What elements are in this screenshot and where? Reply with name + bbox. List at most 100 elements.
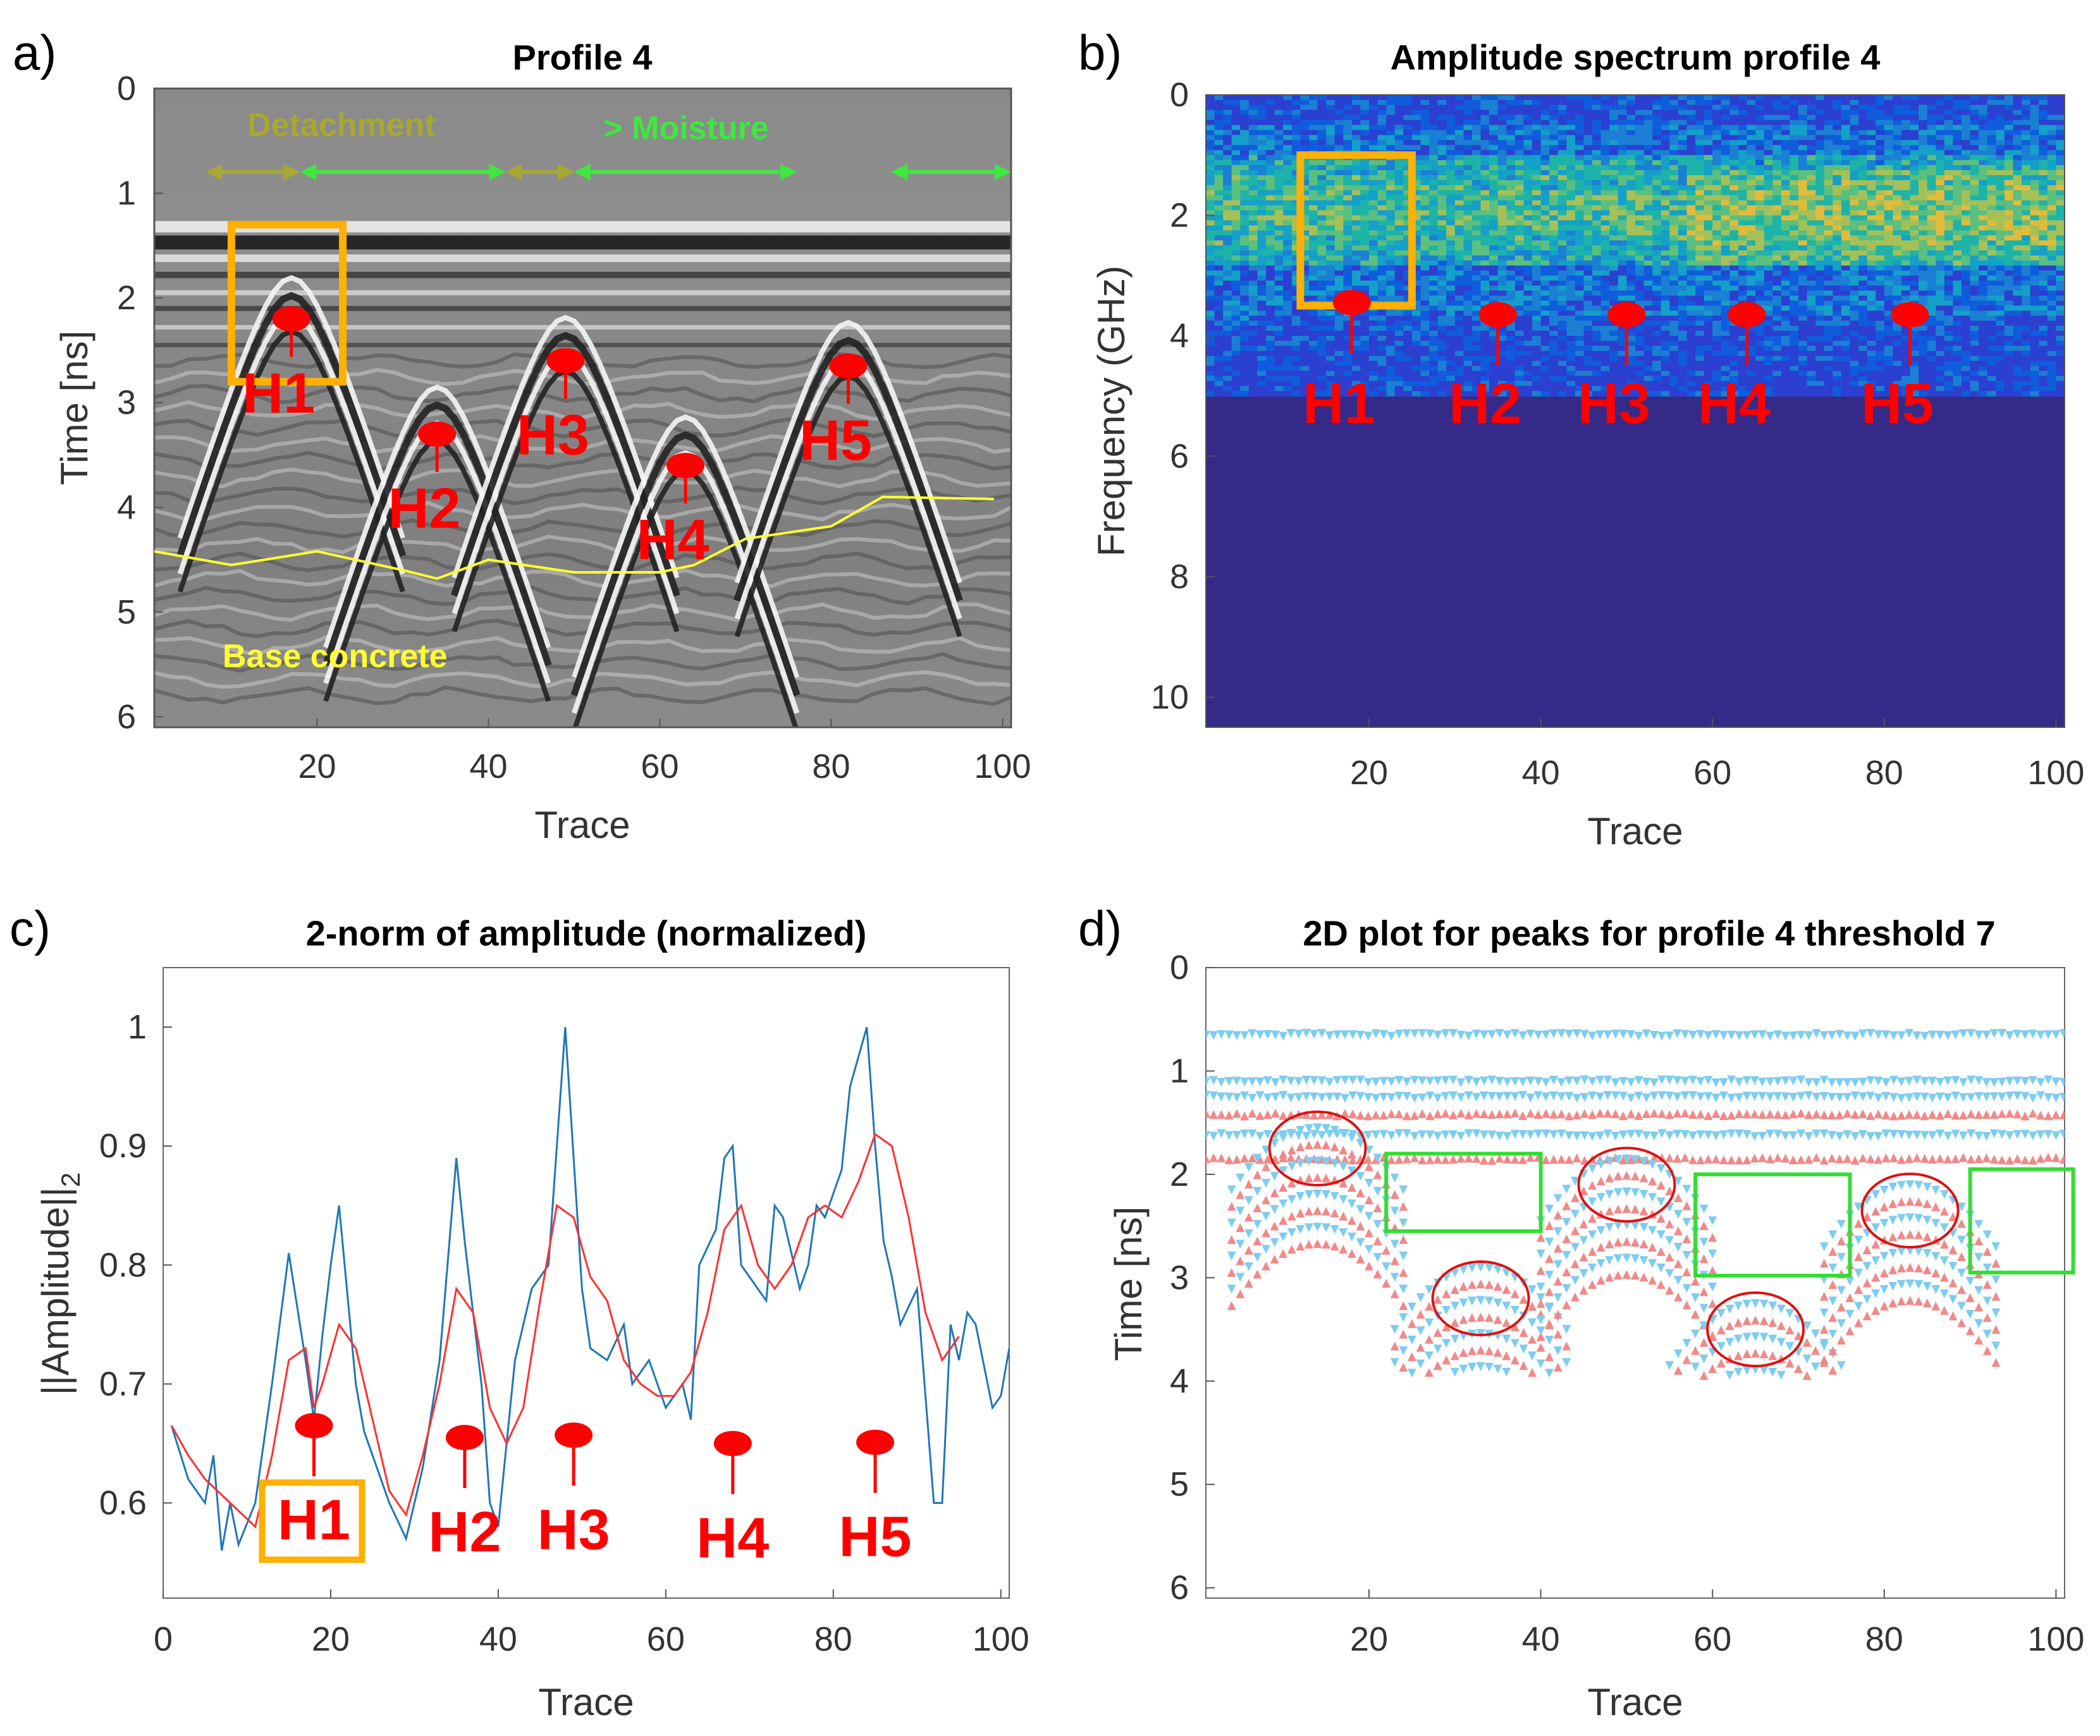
spectrum-cell xyxy=(1283,336,1293,342)
spectrum-cell xyxy=(1910,200,1919,206)
spectrum-cell xyxy=(1738,250,1748,256)
spectrum-cell xyxy=(1257,180,1267,186)
spectrum-cell xyxy=(1729,109,1739,116)
spectrum-cell xyxy=(1326,321,1336,326)
spectrum-cell xyxy=(2022,210,2031,216)
spectrum-cell xyxy=(1566,195,1576,201)
spectrum-cell xyxy=(1755,160,1765,166)
spectrum-cell xyxy=(1497,114,1507,121)
spectrum-cell xyxy=(1962,95,1971,101)
spectrum-cell xyxy=(1206,195,1215,201)
spectrum-cell xyxy=(1532,331,1542,336)
spectrum-cell xyxy=(1686,321,1696,326)
spectrum-cell xyxy=(1549,205,1559,211)
spectrum-cell xyxy=(1472,205,1482,211)
spectrum-cell xyxy=(2039,120,2048,126)
spectrum-cell xyxy=(1893,280,1902,286)
spectrum-cell xyxy=(1833,305,1842,311)
spectrum-cell xyxy=(1867,145,1877,151)
spectrum-cell xyxy=(1841,240,1851,246)
spectrum-cell xyxy=(1833,104,1842,111)
spectrum-cell xyxy=(1343,170,1353,176)
spectrum-cell xyxy=(1695,150,1705,156)
spectrum-cell xyxy=(2013,285,2022,292)
spectrum-cell xyxy=(1351,210,1361,216)
spectrum-cell xyxy=(1437,290,1447,297)
spectrum-cell xyxy=(1566,210,1576,216)
spectrum-cell xyxy=(1248,220,1258,226)
spectrum-cell xyxy=(1712,311,1722,316)
spectrum-cell xyxy=(1351,160,1361,166)
spectrum-cell xyxy=(1334,125,1344,131)
spectrum-cell xyxy=(1351,120,1361,126)
spectrum-cell xyxy=(1583,95,1593,101)
spectrum-cell xyxy=(1566,275,1576,281)
spectrum-cell xyxy=(1343,130,1353,136)
spectrum-cell xyxy=(1411,250,1421,256)
spectrum-cell xyxy=(1669,240,1679,246)
spectrum-cell xyxy=(2004,225,2014,231)
spectrum-cell xyxy=(1790,290,1799,297)
spectrum-cell xyxy=(1661,104,1671,111)
spectrum-cell xyxy=(1317,170,1327,176)
spectrum-cell xyxy=(1497,220,1507,226)
spectrum-cell xyxy=(1291,280,1301,286)
spectrum-cell xyxy=(1575,114,1585,121)
spectrum-cell xyxy=(1669,270,1679,276)
spectrum-cell xyxy=(1962,230,1971,236)
spectrum-cell xyxy=(1738,109,1748,116)
spectrum-cell xyxy=(1377,170,1387,176)
spectrum-cell xyxy=(2022,95,2031,101)
spectrum-cell xyxy=(1919,125,1928,131)
spectrum-cell xyxy=(1497,275,1507,281)
spectrum-cell xyxy=(1962,205,1971,211)
spectrum-cell xyxy=(1635,331,1645,336)
spectrum-cell xyxy=(1557,270,1568,276)
spectrum-cell xyxy=(1514,155,1525,161)
spectrum-cell xyxy=(1360,250,1370,256)
spectrum-cell xyxy=(2004,170,2014,176)
spectrum-cell xyxy=(1583,326,1593,331)
spectrum-cell xyxy=(1437,245,1447,251)
spectrum-cell xyxy=(1231,230,1241,236)
spectrum-cell xyxy=(2013,205,2022,211)
spectrum-cell xyxy=(1764,205,1774,211)
spectrum-cell xyxy=(1695,210,1705,216)
spectrum-cell xyxy=(1669,175,1679,181)
spectrum-cell xyxy=(1686,155,1696,161)
spectrum-cell xyxy=(1309,175,1318,181)
spectrum-cell xyxy=(1609,230,1619,236)
spectrum-cell xyxy=(2047,250,2057,256)
spectrum-cell xyxy=(1403,170,1413,176)
spectrum-cell xyxy=(1824,99,1834,106)
spectrum-cell xyxy=(1600,125,1611,131)
spectrum-cell xyxy=(1936,215,1945,221)
spectrum-cell xyxy=(1231,130,1241,136)
spectrum-cell xyxy=(1334,165,1344,171)
spectrum-cell xyxy=(1283,130,1293,136)
spectrum-cell xyxy=(1454,295,1464,302)
spectrum-cell xyxy=(1326,104,1336,111)
spectrum-cell xyxy=(1721,104,1731,111)
spectrum-cell xyxy=(1781,145,1791,151)
spectrum-cell xyxy=(2056,240,2065,246)
spectrum-cell xyxy=(1910,125,1919,131)
spectrum-cell xyxy=(2039,275,2048,281)
spectrum-cell xyxy=(1540,160,1550,166)
spectrum-cell xyxy=(1540,95,1550,101)
spectrum-cell xyxy=(1876,170,1885,176)
spectrum-cell xyxy=(1661,210,1671,216)
spectrum-cell xyxy=(1575,285,1585,292)
spectrum-cell xyxy=(1686,245,1696,251)
spectrum-cell xyxy=(1996,109,2005,116)
spectrum-cell xyxy=(1927,265,1937,271)
spectrum-cell xyxy=(1686,275,1696,281)
spectrum-cell xyxy=(1463,215,1473,221)
spectrum-cell xyxy=(1300,270,1310,276)
spectrum-cell xyxy=(1815,250,1825,256)
spectrum-cell xyxy=(1437,270,1447,276)
spectrum-cell xyxy=(1927,175,1937,181)
spectrum-cell xyxy=(1360,235,1370,241)
spectrum-cell xyxy=(1704,145,1713,151)
spectrum-cell xyxy=(1979,145,1988,151)
